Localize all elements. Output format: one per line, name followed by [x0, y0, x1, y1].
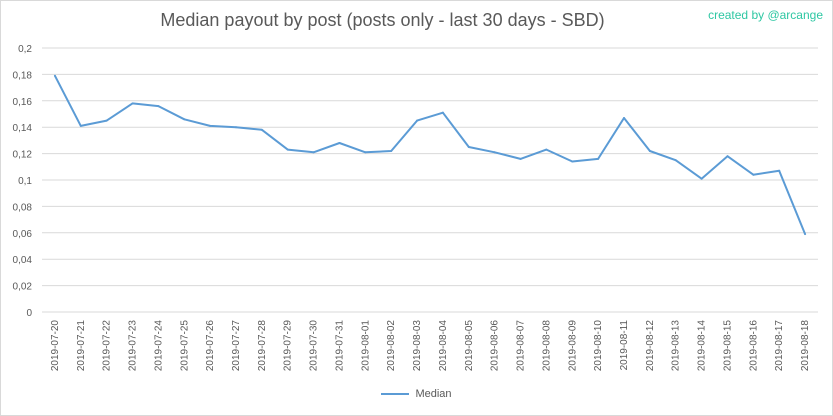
data-point [441, 111, 444, 114]
x-tick-label: 2019-08-02 [386, 320, 397, 372]
x-tick-label: 2019-07-23 [128, 320, 139, 372]
x-tick-label: 2019-08-03 [412, 320, 423, 372]
data-point [131, 102, 134, 105]
y-tick-label: 0,12 [13, 150, 33, 161]
x-tick-label: 2019-07-21 [76, 320, 87, 372]
x-tick-label: 2019-08-14 [697, 320, 708, 372]
x-axis-ticks: 2019-07-20 2019-07-21 2019-07-22 2019-07-23… [50, 320, 811, 372]
data-point [700, 177, 703, 180]
x-tick-label: 2019-08-10 [593, 320, 604, 372]
y-tick-label: 0,02 [13, 282, 33, 293]
x-tick-label: 2019-08-16 [748, 320, 759, 372]
x-tick-label: 2019-08-18 [800, 320, 811, 372]
x-tick-label: 2019-08-13 [671, 320, 682, 372]
x-tick-label: 2019-07-24 [153, 320, 164, 372]
x-tick-label: 2019-08-07 [516, 320, 527, 372]
data-point [364, 151, 367, 154]
data-point [623, 116, 625, 119]
y-tick-label: 0,06 [13, 229, 33, 240]
y-axis-ticks: 0 0,02 0,04 0,06 0,08 0,1 0,12 0,14 0,16 0,18 0,2 [13, 44, 33, 319]
y-tick-label: 0,04 [13, 255, 33, 266]
data-point [752, 173, 755, 176]
data-point [545, 148, 548, 151]
data-point [209, 124, 212, 127]
x-tick-label: 2019-08-17 [774, 320, 785, 372]
y-tick-label: 0,1 [18, 176, 32, 187]
data-point [467, 146, 470, 148]
x-tick-label: 2019-08-01 [360, 320, 371, 372]
data-point [416, 119, 419, 122]
x-tick-label: 2019-07-26 [205, 320, 216, 372]
y-tick-label: 0,2 [18, 44, 32, 55]
data-point [312, 151, 315, 154]
x-tick-label: 2019-08-05 [464, 320, 475, 372]
data-point [493, 151, 496, 154]
x-tick-label: 2019-08-12 [645, 320, 656, 372]
data-point [778, 169, 781, 172]
data-point [597, 157, 600, 160]
x-tick-label: 2019-08-04 [438, 320, 449, 372]
series-layer [53, 74, 807, 236]
data-point [804, 233, 807, 236]
x-tick-label: 2019-07-30 [309, 320, 320, 372]
x-tick-label: 2019-08-09 [567, 320, 578, 372]
y-tick-label: 0,08 [13, 202, 33, 213]
data-point [286, 148, 289, 151]
y-tick-label: 0,16 [13, 97, 33, 108]
x-tick-label: 2019-07-31 [334, 320, 345, 372]
x-tick-label: 2019-08-08 [541, 320, 552, 372]
data-point [235, 126, 237, 129]
data-point [79, 124, 82, 127]
x-tick-label: 2019-08-15 [722, 320, 733, 372]
chart-title: Median payout by post (posts only - last… [160, 10, 605, 30]
x-tick-label: 2019-07-27 [231, 320, 242, 372]
credit-label: created by @arcange [708, 8, 823, 22]
x-tick-label: 2019-07-22 [102, 320, 113, 372]
legend: Median [0, 388, 833, 400]
data-point [726, 155, 729, 158]
x-tick-label: 2019-07-28 [257, 320, 268, 372]
legend-label: Median [415, 388, 452, 400]
x-tick-label: 2019-07-25 [179, 320, 190, 372]
y-tick-label: 0 [26, 308, 32, 319]
data-point [571, 160, 574, 163]
data-point [674, 159, 677, 162]
legend-swatch [381, 393, 410, 396]
x-tick-label: 2019-08-11 [619, 320, 630, 371]
data-point [260, 128, 263, 131]
x-tick-label: 2019-08-06 [490, 320, 501, 372]
x-tick-label: 2019-07-20 [50, 320, 61, 372]
data-point [519, 157, 522, 160]
data-point [390, 149, 393, 152]
data-point [648, 149, 651, 152]
data-point [105, 119, 108, 122]
series-line-median [54, 75, 807, 235]
data-point [53, 74, 56, 77]
y-tick-label: 0,14 [13, 123, 33, 134]
gridlines [42, 47, 818, 313]
y-tick-label: 0,18 [13, 70, 33, 81]
x-tick-label: 2019-07-29 [283, 320, 294, 372]
data-point [338, 142, 341, 145]
data-point [157, 105, 160, 108]
data-point [183, 118, 186, 121]
